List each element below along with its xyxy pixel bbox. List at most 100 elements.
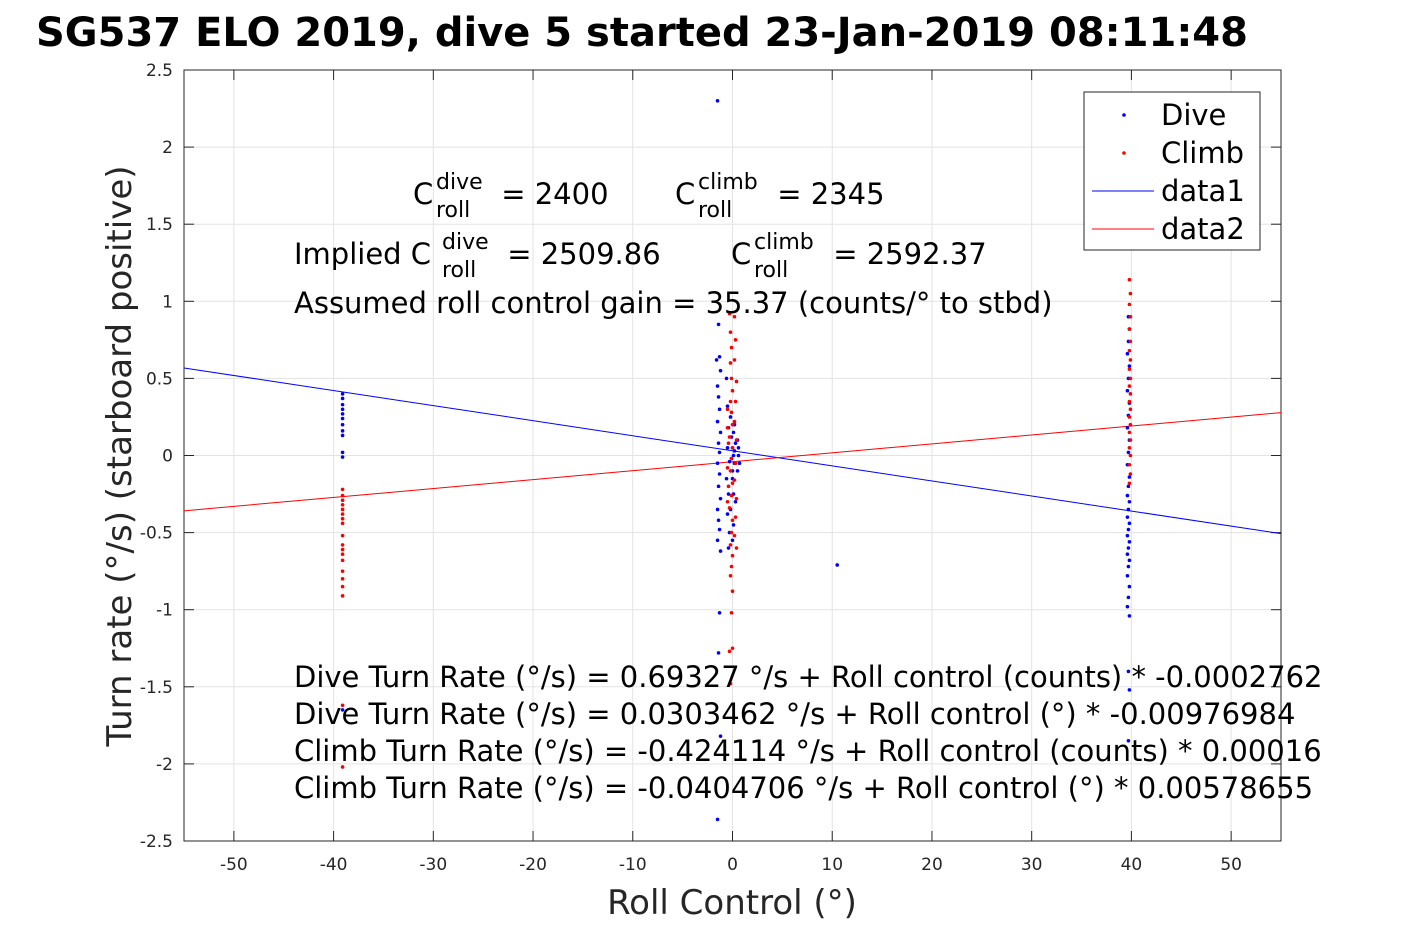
dive-point [733,499,738,504]
climb-point [727,311,732,316]
climb-point [732,478,737,482]
climb-point [725,466,730,470]
dive-point [1127,584,1132,589]
climb-point [1127,277,1132,282]
dive-point [340,392,345,396]
dive-point [717,450,722,455]
climb-point [728,681,733,686]
climb-point [340,552,345,556]
climb-point [1127,415,1132,419]
svg-text:= 2509.86: = 2509.86 [498,237,661,271]
dive-point [733,441,738,445]
climb-point [733,461,738,466]
climb-point [728,399,733,404]
climb-point [1127,445,1132,450]
climb-point [726,441,731,445]
x-tick-label: 20 [921,855,943,875]
x-tick-label: -20 [519,855,547,875]
svg-text:C: C [413,177,433,211]
x-tick-label: -50 [220,855,248,875]
annotation-c-dive: C dive roll = 2400 [413,170,609,223]
svg-text:climb: climb [698,170,758,195]
climb-point [728,573,733,578]
dive-point [1127,364,1132,368]
dive-point [725,512,730,516]
legend-item-climb: Climb [1122,136,1244,170]
climb-point [1128,472,1133,476]
legend-climb-marker [1122,151,1126,155]
svg-text:dive: dive [442,230,489,255]
dive-point [1127,540,1132,544]
climb-point [340,584,345,589]
climb-point [340,498,345,503]
climb-point [730,646,735,651]
climb-point [733,515,738,519]
dive-point [716,395,721,399]
climb-point [729,610,734,615]
y-tick-label: 0.5 [146,369,173,389]
y-tick-label: -1.5 [140,678,173,698]
dive-point [724,476,729,481]
dive-point [717,355,722,359]
dive-point [835,563,840,567]
climb-point [734,546,739,550]
climb-point [340,558,345,563]
dive-point [1125,515,1130,519]
svg-text:dive: dive [436,170,483,195]
dive-point [718,430,723,435]
climb-point [1128,314,1133,319]
y-tick-label: 1.5 [146,215,173,235]
climb-point [733,399,738,404]
dive-point [731,430,736,435]
x-tick-label: 0 [727,855,738,875]
dive-point [731,523,736,527]
annotation-gain: Assumed roll control gain = 35.37 (count… [294,286,1053,320]
annotation-implied-climb: C climb roll = 2592.37 [731,230,987,283]
legend-item-dive: Dive [1122,98,1226,132]
climb-point [726,484,731,489]
svg-text:roll: roll [436,198,470,223]
dive-point [716,441,721,445]
dive-point [735,469,740,473]
climb-point [1128,339,1133,344]
climb-point [1128,438,1133,442]
climb-point [1127,302,1132,307]
y-tick-label: -2 [156,755,173,775]
dive-point [1126,546,1131,550]
x-tick-label: -10 [619,855,647,875]
y-tick-label: -0.5 [140,524,173,544]
x-tick-label: -40 [320,855,348,875]
climb-point [730,553,735,558]
dive-point [1127,499,1132,504]
dive-point [715,419,720,424]
dive-point [716,322,721,327]
climb-point [340,569,345,573]
dive-point [727,459,732,464]
dive-point [714,358,719,362]
dive-point [340,422,345,427]
dive-point [736,445,741,450]
dive-point [1126,595,1131,600]
climb-point [1128,453,1133,458]
climb-point [1127,399,1132,404]
climb-point [1128,291,1133,296]
dive-point [726,546,731,550]
dive-point [1125,604,1130,609]
svg-text:climb: climb [754,230,814,255]
dive-point [731,453,736,458]
dive-point [340,455,345,459]
annotation-eq-dive-counts: Dive Turn Rate (°/s) = 0.69327 °/s + Rol… [294,660,1322,694]
climb-point [340,487,345,492]
dive-point [728,415,733,419]
svg-text:= 2592.37: = 2592.37 [824,237,987,271]
climb-point [732,533,737,538]
climb-point [340,512,345,516]
svg-text:Implied C: Implied C [294,237,431,271]
dive-point [718,549,723,553]
climb-point [734,438,739,442]
climb-point [1127,348,1132,353]
climb-point [1128,392,1133,396]
data1-fit-line [184,367,1281,535]
climb-point [729,376,734,381]
dive-point [340,708,345,712]
